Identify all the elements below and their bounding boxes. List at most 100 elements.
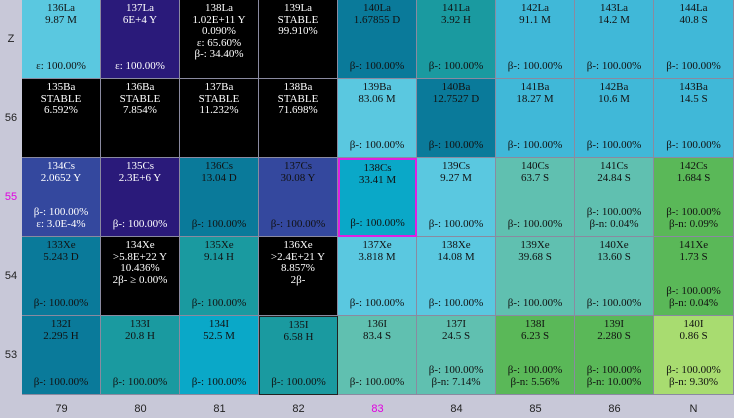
nuclide-cell-141cs[interactable]: 141Cs 24.84 S β-: 100.00% β-n: 0.04% bbox=[575, 158, 654, 237]
decay-modes: β-: 100.00% bbox=[101, 218, 179, 231]
nuclide-cell-142cs[interactable]: 142Cs 1.684 S β-: 100.00% β-n: 0.09% bbox=[654, 158, 734, 237]
nuclide-cell-134xe[interactable]: 134Xe >5.8E+22 Y 10.436% 2β- ≥ 0.00% bbox=[101, 237, 180, 316]
decay-modes: β-: 100.00% β-n: 0.04% bbox=[575, 206, 653, 230]
column-label-85: 85 bbox=[529, 403, 542, 415]
half-life: 6.23 S bbox=[520, 329, 550, 342]
nuclide-cell-136xe[interactable]: 136Xe >2.4E+21 Y 8.857% 2β- bbox=[259, 237, 338, 316]
half-life: 40.8 S bbox=[679, 13, 708, 26]
nuclide-cell-141la[interactable]: 141La 3.92 H β-: 100.00% bbox=[417, 0, 496, 79]
nuclide-cell-143ba[interactable]: 143Ba 14.5 S β-: 100.00% bbox=[654, 79, 734, 158]
nuclide-name: 138Ba bbox=[283, 81, 313, 93]
decay-modes: β-: 100.00% β-n: 5.56% bbox=[496, 364, 574, 388]
nuclide-cell-135i[interactable]: 135I 6.58 H β-: 100.00% bbox=[259, 316, 338, 395]
nuclide-cell-138ba[interactable]: 138Ba STABLE 71.698% bbox=[259, 79, 338, 158]
nuclide-name: 139Ba bbox=[362, 81, 392, 93]
half-life: 39.68 S bbox=[518, 250, 552, 263]
nuclide-name: 135Cs bbox=[125, 160, 155, 172]
nuclide-cell-140xe[interactable]: 140Xe 13.60 S β-: 100.00% bbox=[575, 237, 654, 316]
nuclide-cell-139xe[interactable]: 139Xe 39.68 S β-: 100.00% bbox=[496, 237, 575, 316]
nuclide-cell-140ba[interactable]: 140Ba 12.7527 D β-: 100.00% bbox=[417, 79, 496, 158]
half-life: 14.2 M bbox=[598, 13, 630, 26]
nuclide-cell-135xe[interactable]: 135Xe 9.14 H β-: 100.00% bbox=[180, 237, 259, 316]
nuclide-name: 142Cs bbox=[679, 160, 708, 172]
half-life: 1.73 S bbox=[679, 250, 708, 263]
nuclide-cell-134cs[interactable]: 134Cs 2.0652 Y β-: 100.00% ε: 3.0E-4% bbox=[22, 158, 101, 237]
nuclide-cell-136i[interactable]: 136I 83.4 S β-: 100.00% bbox=[338, 316, 417, 395]
nuclide-info: 139Xe 39.68 S bbox=[496, 237, 574, 263]
nuclide-info: 141Cs 24.84 S bbox=[575, 158, 653, 184]
nuclide-cell-138la[interactable]: 138La 1.02E+11 Y 0.090% ε: 65.60% β-: 34.40% bbox=[180, 0, 259, 79]
column-label-n: N bbox=[689, 403, 698, 415]
nuclide-cell-139cs[interactable]: 139Cs 9.27 M β-: 100.00% bbox=[417, 158, 496, 237]
half-life: 83.4 S bbox=[362, 329, 392, 342]
half-life: STABLE bbox=[40, 92, 82, 105]
nuclide-cell-137i[interactable]: 137I 24.5 S β-: 100.00% β-n: 7.14% bbox=[417, 316, 496, 395]
decay-modes: β-: 100.00% bbox=[338, 60, 416, 73]
nuclide-cell-139i[interactable]: 139I 2.280 S β-: 100.00% β-n: 10.00% bbox=[575, 316, 654, 395]
nuclide-info: 138La 1.02E+11 Y 0.090% ε: 65.60% β-: 34.40% bbox=[180, 0, 258, 61]
half-life: 9.87 M bbox=[45, 13, 77, 26]
nuclide-cell-137ba[interactable]: 137Ba STABLE 11.232% bbox=[180, 79, 259, 158]
decay-mode: β-: 100.00% bbox=[33, 375, 89, 388]
nuclide-cell-136la[interactable]: 136La 9.87 M ε: 100.00% bbox=[22, 0, 101, 79]
nuclide-cell-136ba[interactable]: 136Ba STABLE 7.854% bbox=[101, 79, 180, 158]
nuclide-cell-135cs[interactable]: 135Cs 2.3E+6 Y β-: 100.00% bbox=[101, 158, 180, 237]
nuclide-name: 141Cs bbox=[599, 160, 629, 172]
nuclide-cell-135ba[interactable]: 135Ba STABLE 6.592% bbox=[22, 79, 101, 158]
decay-mode: β-: 100.00% bbox=[507, 138, 563, 151]
nuclide-cell-140la[interactable]: 140La 1.67855 D β-: 100.00% bbox=[338, 0, 417, 79]
nuclide-cell-138i[interactable]: 138I 6.23 S β-: 100.00% β-n: 5.56% bbox=[496, 316, 575, 395]
nuclide-cell-132i[interactable]: 132I 2.295 H β-: 100.00% bbox=[22, 316, 101, 395]
nuclide-name: 138I bbox=[524, 318, 546, 330]
nuclide-cell-136cs[interactable]: 136Cs 13.04 D β-: 100.00% bbox=[180, 158, 259, 237]
nuclide-name: 136I bbox=[366, 318, 388, 330]
nuclide-cell-140cs[interactable]: 140Cs 63.7 S β-: 100.00% bbox=[496, 158, 575, 237]
half-life: 3.818 M bbox=[358, 250, 396, 263]
nuclide-cell-141xe[interactable]: 141Xe 1.73 S β-: 100.00% β-n: 0.04% bbox=[654, 237, 734, 316]
nuclide-cell-141ba[interactable]: 141Ba 18.27 M β-: 100.00% bbox=[496, 79, 575, 158]
nuclide-cell-133i[interactable]: 133I 20.8 H β-: 100.00% bbox=[101, 316, 180, 395]
nuclide-cell-137xe[interactable]: 137Xe 3.818 M β-: 100.00% bbox=[338, 237, 417, 316]
nuclide-cell-142ba[interactable]: 142Ba 10.6 M β-: 100.00% bbox=[575, 79, 654, 158]
decay-mode: β-n: 7.14% bbox=[431, 375, 481, 388]
nuclide-cell-133xe[interactable]: 133Xe 5.243 D β-: 100.00% bbox=[22, 237, 101, 316]
nuclide-info: 136Xe >2.4E+21 Y 8.857% 2β- bbox=[259, 237, 337, 286]
decay-mode: β-: 100.00% bbox=[112, 375, 168, 388]
nuclide-cell-142la[interactable]: 142La 91.1 M β-: 100.00% bbox=[496, 0, 575, 79]
half-life: 33.41 M bbox=[358, 173, 397, 186]
half-life: 13.04 D bbox=[201, 171, 237, 184]
half-life: 83.06 M bbox=[358, 92, 396, 105]
nuclide-name: 135Xe bbox=[204, 239, 234, 251]
nuclide-name: 139Xe bbox=[520, 239, 550, 251]
abundance-line: 7.854% bbox=[123, 104, 157, 116]
nuclide-cell-137la[interactable]: 137La 6E+4 Y ε: 100.00% bbox=[101, 0, 180, 79]
half-life: 1.684 S bbox=[676, 171, 711, 184]
nuclide-cell-143la[interactable]: 143La 14.2 M β-: 100.00% bbox=[575, 0, 654, 79]
nuclide-info: 143Ba 14.5 S bbox=[654, 79, 733, 105]
nuclide-cell-137cs[interactable]: 137Cs 30.08 Y β-: 100.00% bbox=[259, 158, 338, 237]
nuclide-name: 136Ba bbox=[125, 81, 155, 93]
half-life: 3.92 H bbox=[441, 13, 471, 26]
decay-modes: β-: 100.00% ε: 3.0E-4% bbox=[22, 206, 100, 230]
decay-modes: β-: 100.00% bbox=[340, 217, 415, 230]
nuclide-cell-144la[interactable]: 144La 40.8 S β-: 100.00% bbox=[654, 0, 734, 79]
nuclide-name: 134Cs bbox=[46, 160, 76, 172]
nuclide-info: 142Ba 10.6 M bbox=[575, 79, 653, 105]
nuclide-cell-140i[interactable]: 140I 0.86 S β-: 100.00% β-n: 9.30% bbox=[654, 316, 734, 395]
nuclide-name: 138Xe bbox=[441, 239, 471, 251]
column-label-86: 86 bbox=[608, 403, 621, 415]
nuclide-cell-138cs[interactable]: 138Cs 33.41 M β-: 100.00% bbox=[338, 158, 417, 237]
nuclide-cell-139la[interactable]: 139La STABLE 99.910% bbox=[259, 0, 338, 79]
decay-modes: β-: 100.00% bbox=[654, 139, 733, 152]
nuclide-info: 134I 52.5 M bbox=[180, 316, 258, 342]
abundance-line: β-: 34.40% bbox=[194, 48, 244, 60]
nuclide-cell-139ba[interactable]: 139Ba 83.06 M β-: 100.00% bbox=[338, 79, 417, 158]
nuclide-cell-134i[interactable]: 134I 52.5 M β-: 100.00% bbox=[180, 316, 259, 395]
nuclide-cell-138xe[interactable]: 138Xe 14.08 M β-: 100.00% bbox=[417, 237, 496, 316]
decay-modes: β-: 100.00% β-n: 10.00% bbox=[575, 364, 653, 388]
decay-modes: β-: 100.00% β-n: 0.04% bbox=[654, 285, 733, 309]
decay-mode: β-: 100.00% bbox=[507, 59, 563, 72]
nuclide-info: 137I 24.5 S bbox=[417, 316, 495, 342]
half-life: 1.02E+11 Y bbox=[192, 13, 246, 26]
column-label-80: 80 bbox=[134, 403, 147, 415]
